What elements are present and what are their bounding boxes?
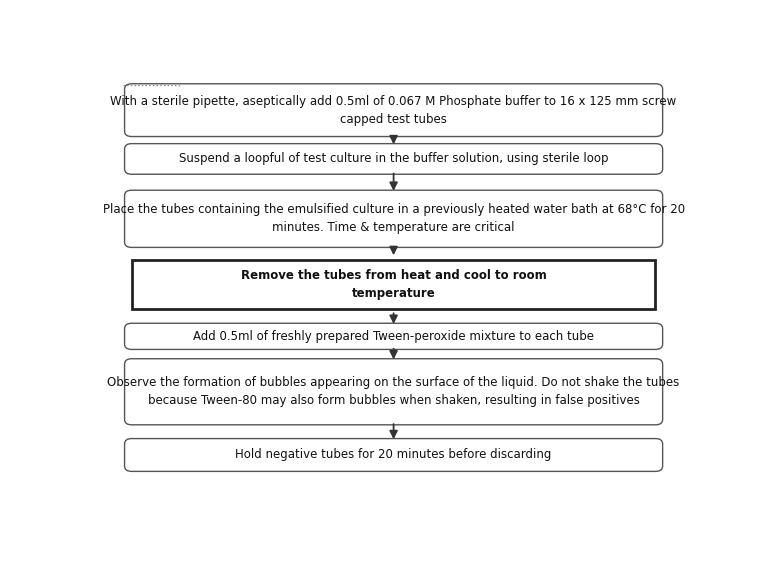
FancyBboxPatch shape [124, 190, 663, 248]
Text: With a sterile pipette, aseptically add 0.5ml of 0.067 M Phosphate buffer to 16 : With a sterile pipette, aseptically add … [111, 94, 677, 126]
FancyBboxPatch shape [124, 84, 663, 137]
Text: Observe the formation of bubbles appearing on the surface of the liquid. Do not : Observe the formation of bubbles appeari… [108, 376, 680, 407]
FancyBboxPatch shape [132, 260, 656, 309]
Text: Remove the tubes from heat and cool to room
temperature: Remove the tubes from heat and cool to r… [240, 269, 547, 300]
FancyBboxPatch shape [124, 438, 663, 471]
FancyBboxPatch shape [124, 359, 663, 425]
FancyBboxPatch shape [124, 323, 663, 350]
FancyBboxPatch shape [124, 143, 663, 174]
Text: Hold negative tubes for 20 minutes before discarding: Hold negative tubes for 20 minutes befor… [236, 449, 551, 461]
Text: Place the tubes containing the emulsified culture in a previously heated water b: Place the tubes containing the emulsifie… [103, 203, 684, 234]
Text: Add 0.5ml of freshly prepared Tween-peroxide mixture to each tube: Add 0.5ml of freshly prepared Tween-pero… [193, 330, 594, 343]
Text: Suspend a loopful of test culture in the buffer solution, using sterile loop: Suspend a loopful of test culture in the… [179, 153, 608, 165]
